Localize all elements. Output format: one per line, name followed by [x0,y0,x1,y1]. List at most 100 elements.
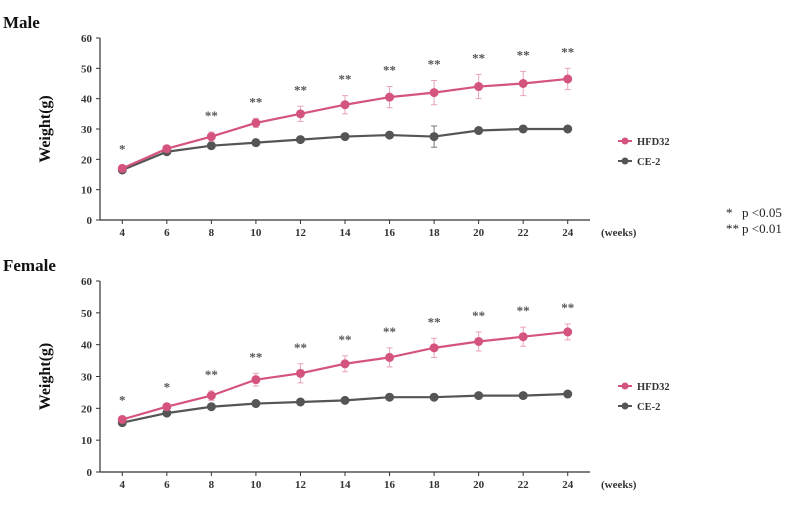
significance-marker: * [164,380,171,395]
data-point [251,138,261,148]
y-tick-label: 20 [81,403,93,415]
data-point [295,368,305,378]
y-tick-label: 20 [81,154,93,166]
x-tick-label: 14 [340,227,352,239]
legend-label: CE-2 [637,402,660,413]
x-tick-label: 8 [209,227,215,239]
data-point [251,375,261,385]
significance-key: * p <0.05 ** p <0.01 [726,205,782,237]
series-hfd32 [117,67,573,173]
significance-marker: ** [517,303,530,318]
legend-marker [621,382,629,390]
y-tick-label: 0 [87,467,93,479]
x-tick-label: 20 [473,227,485,239]
significance-marker: ** [249,94,262,109]
chart-title: Male [3,13,40,32]
y-tick-label: 50 [81,63,93,75]
significance-marker: ** [339,332,352,347]
chart-panel-2: Female Weight(g) 0 10 20 30 40 50 60 4 6 8 10 12 14 16 1… [3,256,670,491]
significance-key-symbol: ** [726,221,739,236]
significance-marker: ** [339,72,352,87]
legend-marker [621,137,629,145]
data-point [117,414,127,424]
legend-label: CE-2 [637,157,660,168]
data-point [518,124,528,134]
data-point [429,343,439,353]
data-point [474,82,484,92]
data-point [474,391,484,401]
significance-marker: ** [561,44,574,59]
series-line [121,77,568,170]
series-ce-2 [117,389,573,428]
data-point [206,391,216,401]
data-point [474,336,484,346]
significance-key-text: p <0.01 [742,221,782,236]
data-point [206,132,216,142]
x-tick-label: 22 [518,227,530,239]
y-tick-label: 60 [81,276,93,288]
legend-label: HFD32 [637,382,670,393]
legend-marker [621,402,629,410]
legend-marker [621,157,629,165]
data-point [385,352,395,362]
x-tick-label: 18 [429,479,441,491]
x-tick-label: 16 [384,227,396,239]
significance-key-row-1: * p <0.05 [726,205,782,221]
series-hfd32 [117,323,573,424]
data-point [340,100,350,110]
data-point [518,79,528,88]
data-point [474,126,484,136]
y-axis-label: Weight(g) [37,95,54,163]
significance-key-row-2: ** p <0.01 [726,221,782,237]
significance-key-text: p <0.05 [742,205,782,220]
significance-marker: ** [294,82,307,97]
significance-marker: ** [294,340,307,355]
x-tick-label: 22 [518,479,530,491]
x-axis-unit: (weeks) [601,479,637,491]
x-tick-label: 16 [384,479,396,491]
x-tick-label: 20 [473,479,485,491]
data-point [251,118,261,128]
data-point [518,391,528,401]
x-tick-label: 4 [120,227,126,239]
significance-marker: * [119,141,126,156]
significance-marker: ** [383,324,396,339]
data-point [429,88,439,98]
significance-marker: ** [561,300,574,315]
x-axis-unit: (weeks) [601,227,637,239]
data-point [295,397,305,407]
significance-key-symbol: * [726,205,733,220]
x-tick-label: 14 [340,479,352,491]
data-point [385,130,395,140]
y-tick-label: 30 [81,372,93,384]
data-point [563,124,573,134]
significance-marker: ** [205,367,218,382]
data-point [518,332,528,342]
x-tick-label: 18 [429,227,441,239]
significance-marker: ** [428,314,441,329]
x-tick-label: 4 [120,479,126,491]
significance-marker: ** [205,108,218,123]
x-tick-label: 24 [562,479,574,491]
x-tick-label: 12 [295,227,307,239]
significance-marker: ** [383,63,396,78]
data-point [563,327,573,337]
x-tick-label: 12 [295,479,307,491]
data-point [563,389,573,399]
y-tick-label: 30 [81,124,93,136]
data-point [162,402,172,412]
legend-label: HFD32 [637,137,670,148]
x-tick-label: 6 [164,479,170,491]
significance-marker: ** [428,56,441,71]
y-tick-label: 50 [81,308,93,320]
data-point [385,392,395,402]
data-point [251,399,261,409]
significance-marker: ** [517,47,530,62]
significance-marker: ** [472,50,485,65]
data-point [206,402,216,412]
y-tick-label: 60 [81,33,93,45]
chart-panel-1: Male Weight(g) 0 10 20 30 40 50 60 4 6 8 10 12 14 16 18 2… [3,13,670,239]
x-tick-label: 10 [250,479,262,491]
data-point [429,392,439,402]
